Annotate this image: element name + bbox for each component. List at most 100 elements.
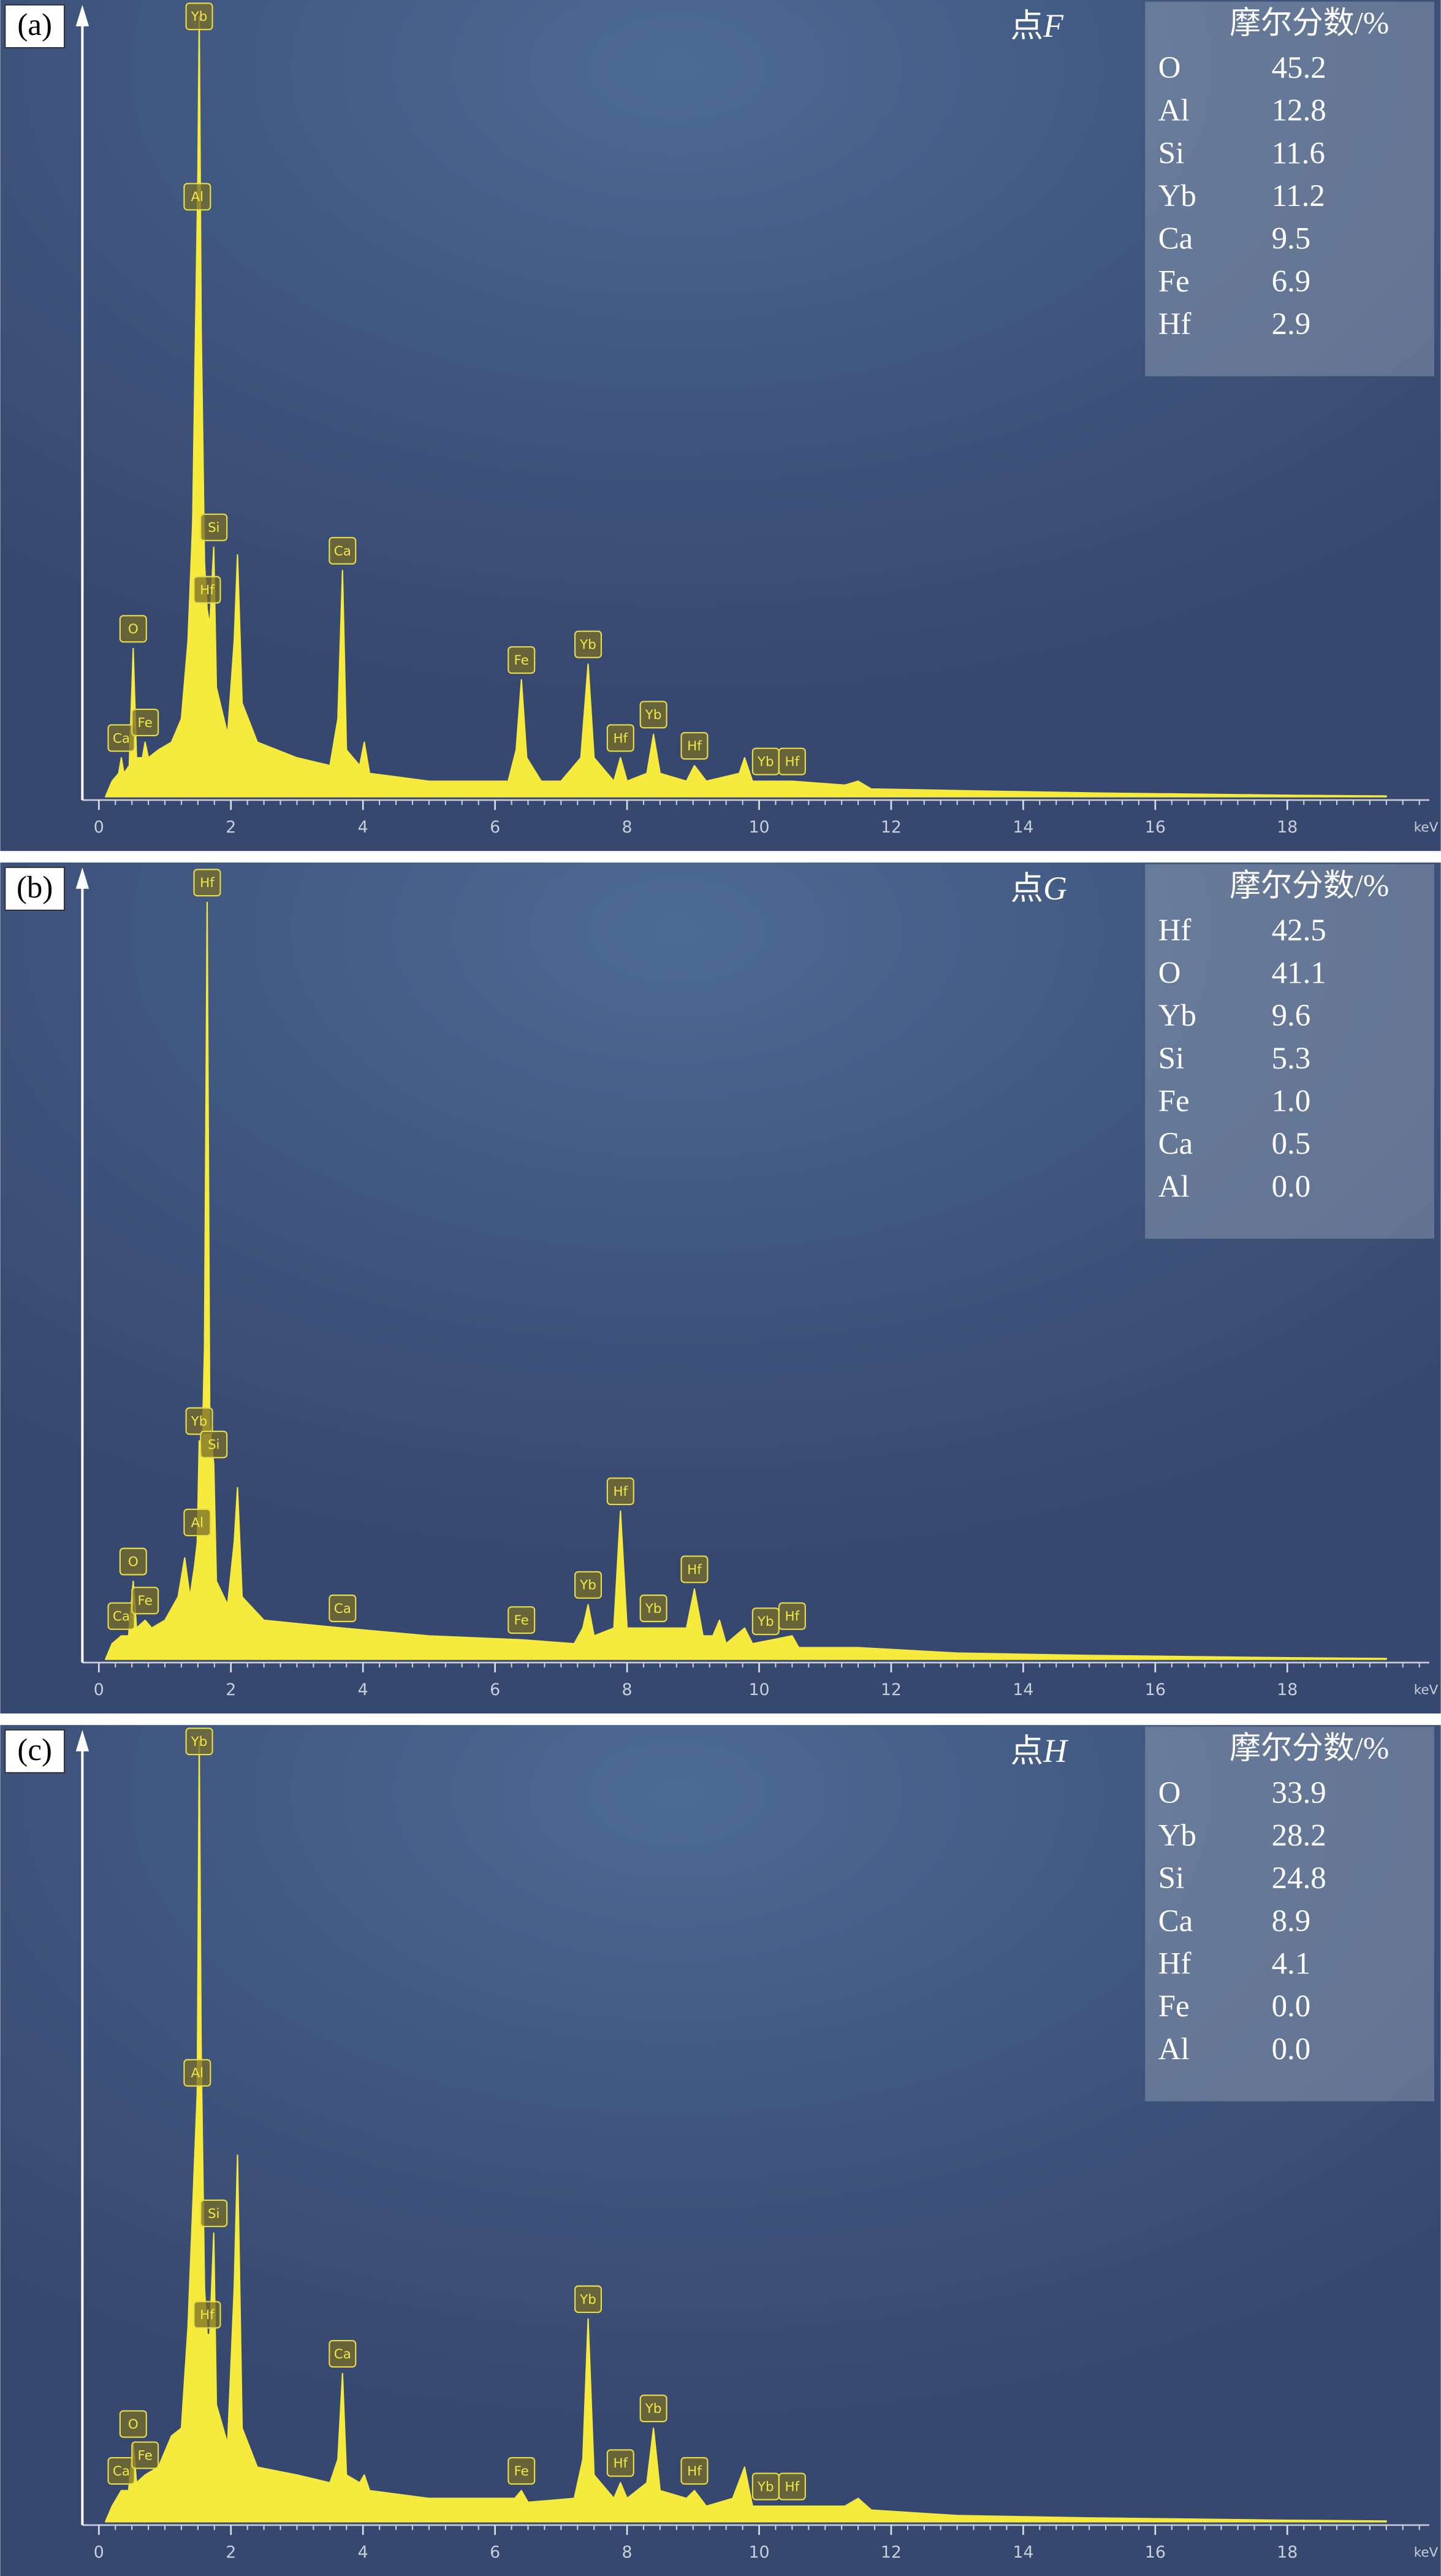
peak-label-box — [183, 183, 211, 211]
peak-label-box — [131, 1587, 159, 1615]
table-header: 摩尔分数/% — [1230, 869, 1389, 903]
panel-title: 点H — [1010, 1732, 1069, 1769]
table-element: Yb — [1158, 999, 1196, 1033]
spectrum — [105, 901, 1387, 1660]
table-element: O — [1158, 1776, 1181, 1810]
peak-label: Yb — [757, 754, 774, 769]
table-box — [1145, 864, 1434, 1239]
table-value: 0.5 — [1272, 1127, 1311, 1161]
table-header: 摩尔分数/% — [1230, 1731, 1389, 1766]
x-tick-label: 16 — [1145, 2543, 1166, 2562]
table-element: Ca — [1158, 222, 1193, 256]
table-element: Hf — [1158, 913, 1192, 948]
peak-label: Hf — [687, 1562, 702, 1577]
peak-label-box — [119, 1547, 147, 1576]
peak-label-box — [778, 2472, 806, 2501]
table-box — [1145, 1, 1434, 376]
peak-label: Yb — [757, 1614, 774, 1629]
peak-label: Hf — [200, 582, 215, 598]
x-axis-label: keV — [1414, 820, 1439, 836]
table-element: Fe — [1158, 264, 1190, 299]
peak-label: Si — [208, 1438, 220, 1453]
peak-label: Yb — [645, 1601, 662, 1617]
table-element: Yb — [1158, 1818, 1196, 1853]
peak-label: Fe — [138, 2448, 153, 2463]
panel-label-box — [4, 867, 65, 911]
x-tick-label: 8 — [622, 1680, 633, 1699]
peak-label-box — [329, 1595, 357, 1623]
table-value: 2.9 — [1272, 307, 1311, 341]
x-tick-label: 14 — [1013, 2543, 1033, 2562]
x-tick-label: 16 — [1145, 1680, 1166, 1699]
x-tick-label: 6 — [490, 1680, 500, 1699]
table-element: Yb — [1158, 179, 1196, 213]
x-tick-label: 10 — [748, 818, 769, 837]
panel-label: (b) — [17, 871, 53, 905]
x-tick-label: 8 — [622, 2543, 633, 2562]
peak-label: Yb — [579, 1578, 596, 1593]
peak-label-box — [107, 724, 135, 752]
title-text: 点 — [1010, 870, 1043, 907]
table-element: Al — [1158, 1170, 1190, 1204]
peak-label: O — [128, 1555, 139, 1570]
panel-label: (c) — [17, 1733, 51, 1767]
peak-label: Hf — [687, 2464, 702, 2479]
x-tick-label: 12 — [881, 2543, 902, 2562]
peak-label: Ca — [334, 1601, 351, 1617]
peak-label-box — [200, 1430, 228, 1458]
peak-label-box — [107, 1602, 135, 1630]
x-tick-label: 4 — [358, 818, 368, 837]
panel: 0 2 4 6 8 10 12 14 16 18 keV Ca O Fe Al Yb Hf Si Ca Fe Yb Hf Y… — [0, 862, 1441, 1714]
peak-label: Fe — [514, 653, 529, 668]
table-value: 24.8 — [1272, 1861, 1326, 1896]
peak-label-box — [200, 513, 228, 541]
peak-label-box — [508, 646, 536, 674]
peak-label-box — [131, 2441, 159, 2469]
table-element: O — [1158, 956, 1181, 991]
title-text: 点 — [1010, 1732, 1043, 1769]
y-axis-arrow — [75, 1729, 89, 1751]
table-value: 6.9 — [1272, 264, 1311, 299]
peak-label-box — [200, 2199, 228, 2227]
peak-label: Al — [191, 1515, 204, 1531]
table-element: O — [1158, 51, 1181, 85]
peak-label: Hf — [687, 739, 702, 754]
spectrum — [105, 15, 1387, 798]
peak-label-box — [119, 2410, 147, 2438]
x-tick-label: 2 — [226, 818, 236, 837]
peak-label: Hf — [785, 1609, 800, 1625]
peak-label-box — [329, 536, 357, 565]
peak-label-box — [778, 747, 806, 775]
x-tick-label: 0 — [94, 1680, 104, 1699]
peak-label-box — [131, 708, 159, 736]
peak-label-box — [606, 724, 634, 752]
peak-label: Yb — [645, 2401, 662, 2417]
peak-label-box — [193, 2301, 221, 2329]
peak-label: Yb — [191, 9, 208, 25]
peak-label: Hf — [200, 875, 215, 891]
peak-label: Ca — [113, 1609, 130, 1625]
panel-title: 点G — [1010, 870, 1066, 907]
title-italic: G — [1043, 870, 1067, 907]
peak-label: Yb — [191, 1414, 208, 1429]
table-value: 11.6 — [1272, 136, 1325, 170]
table-value: 45.2 — [1272, 51, 1326, 85]
peak-label: Yb — [757, 2479, 774, 2494]
x-tick-label: 16 — [1145, 818, 1166, 837]
peak-label: Al — [191, 189, 204, 205]
title-italic: H — [1043, 1732, 1069, 1769]
peak-label: Hf — [200, 2307, 215, 2323]
x-tick-label: 8 — [622, 818, 633, 837]
table-value: 11.2 — [1272, 179, 1325, 213]
peak-label: Hf — [785, 754, 800, 769]
peak-label-box — [639, 1595, 667, 1623]
table-value: 12.8 — [1272, 94, 1326, 128]
y-axis-arrow — [75, 867, 89, 889]
table-value: 5.3 — [1272, 1042, 1311, 1076]
spectrum — [105, 1740, 1387, 2523]
peak-label: Yb — [579, 2292, 596, 2307]
x-tick-label: 12 — [881, 1680, 902, 1699]
peak-label: Ca — [113, 731, 130, 746]
